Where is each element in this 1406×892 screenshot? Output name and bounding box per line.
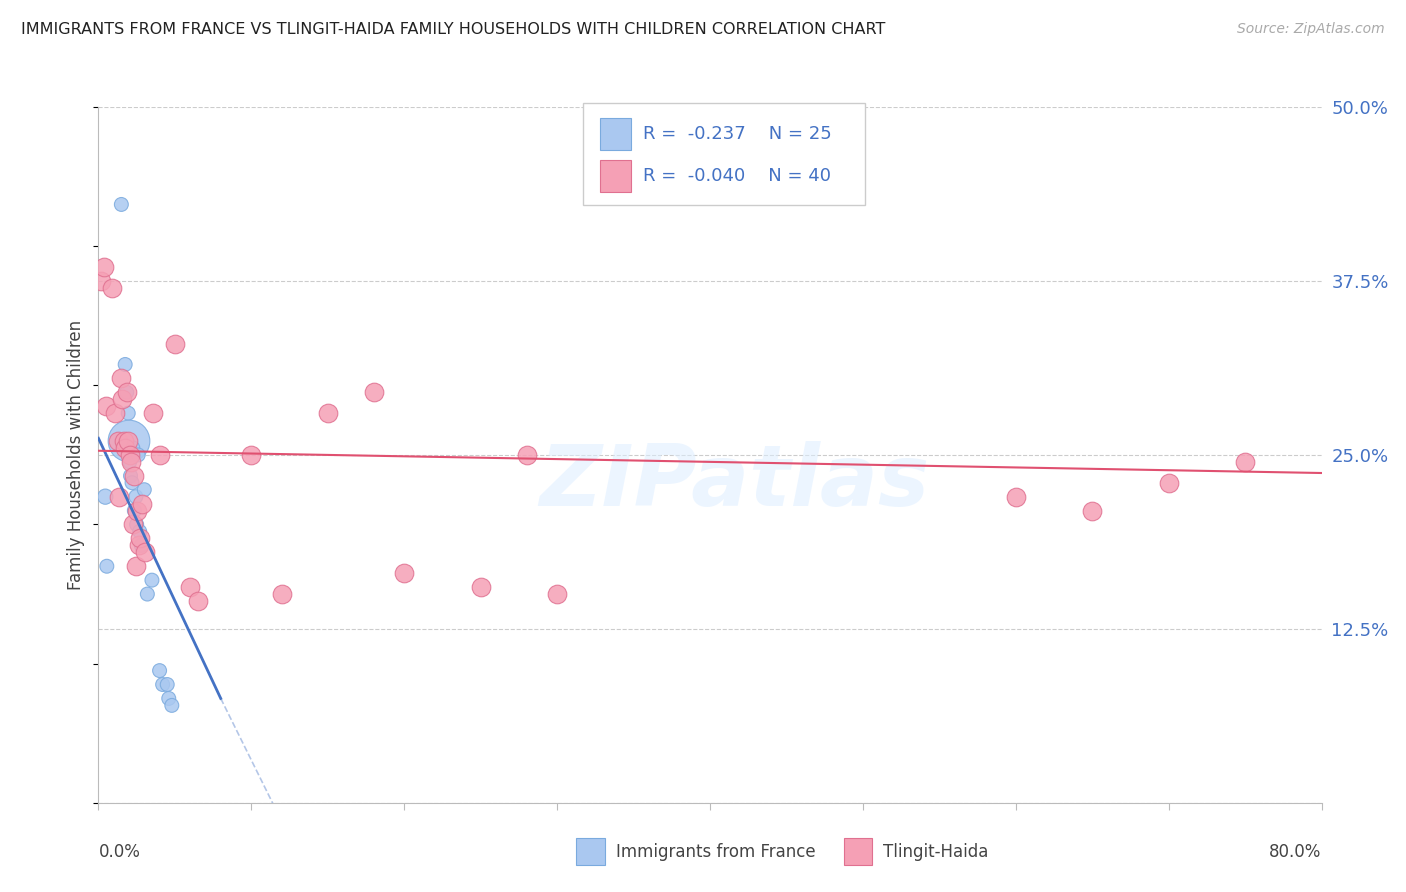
Point: [120, 468, 142, 483]
Text: ZIPatlas: ZIPatlas: [540, 442, 929, 524]
Point: [141, 573, 163, 587]
Point: [124, 503, 146, 517]
Text: R =  -0.040    N = 40: R = -0.040 N = 40: [643, 167, 831, 185]
Point: [1004, 490, 1026, 504]
Text: Tlingit-Haida: Tlingit-Haida: [883, 843, 988, 861]
Point: [121, 475, 143, 490]
Point: [94, 490, 117, 504]
Point: [470, 580, 492, 594]
Point: [270, 587, 294, 601]
Point: [392, 566, 416, 581]
Point: [125, 559, 148, 574]
Point: [118, 448, 141, 462]
Point: [117, 406, 139, 420]
Point: [127, 448, 149, 462]
Point: [128, 524, 150, 539]
Point: [124, 468, 146, 483]
Point: [128, 538, 150, 552]
Point: [142, 406, 165, 420]
Point: [115, 385, 138, 400]
Point: [110, 371, 132, 385]
Point: [104, 406, 127, 420]
Point: [94, 399, 117, 413]
Point: [96, 559, 118, 574]
Point: [1081, 503, 1104, 517]
Point: [121, 441, 143, 455]
Point: [114, 358, 136, 372]
Point: [152, 677, 174, 691]
Point: [187, 594, 209, 608]
Point: [156, 677, 179, 691]
Point: [127, 503, 149, 517]
Point: [118, 455, 141, 469]
Point: [90, 274, 112, 288]
Point: [1157, 475, 1180, 490]
Point: [149, 448, 172, 462]
Text: R =  -0.237    N = 25: R = -0.237 N = 25: [643, 125, 831, 143]
Point: [112, 434, 135, 448]
Text: Immigrants from France: Immigrants from France: [616, 843, 815, 861]
Point: [108, 490, 131, 504]
Point: [160, 698, 183, 713]
Point: [149, 664, 172, 678]
Text: 0.0%: 0.0%: [98, 843, 141, 861]
Point: [117, 434, 139, 448]
Point: [134, 483, 156, 497]
Point: [129, 538, 152, 552]
Y-axis label: Family Households with Children: Family Households with Children: [67, 320, 86, 590]
Point: [546, 587, 568, 601]
Point: [157, 691, 180, 706]
Point: [120, 455, 142, 469]
Point: [114, 441, 136, 455]
Point: [316, 406, 339, 420]
Point: [163, 336, 186, 351]
Point: [118, 434, 141, 448]
Point: [111, 392, 134, 407]
Text: IMMIGRANTS FROM FRANCE VS TLINGIT-HAIDA FAMILY HOUSEHOLDS WITH CHILDREN CORRELAT: IMMIGRANTS FROM FRANCE VS TLINGIT-HAIDA …: [21, 22, 886, 37]
Point: [516, 448, 538, 462]
Point: [101, 281, 124, 295]
Point: [179, 580, 201, 594]
Point: [240, 448, 263, 462]
Point: [125, 517, 148, 532]
Text: Source: ZipAtlas.com: Source: ZipAtlas.com: [1237, 22, 1385, 37]
Point: [121, 517, 143, 532]
Point: [136, 587, 159, 601]
Point: [363, 385, 385, 400]
Point: [93, 260, 115, 274]
Point: [131, 497, 153, 511]
Point: [115, 385, 138, 400]
Text: 80.0%: 80.0%: [1270, 843, 1322, 861]
Point: [125, 490, 148, 504]
Point: [129, 532, 152, 546]
Point: [1234, 455, 1257, 469]
Point: [110, 197, 132, 211]
Point: [134, 545, 156, 559]
Point: [107, 434, 129, 448]
